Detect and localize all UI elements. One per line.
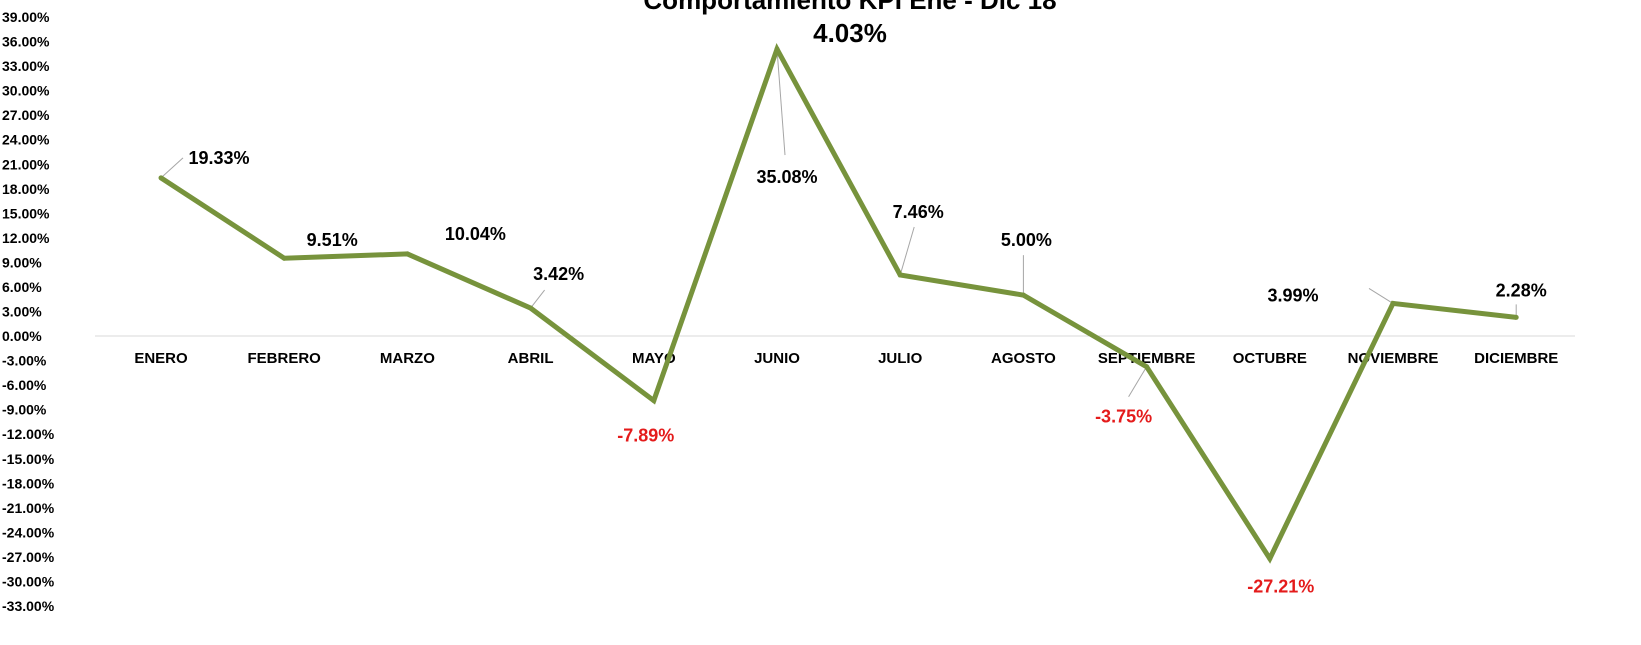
data-point <box>158 175 164 181</box>
data-label: -3.75% <box>1095 407 1152 427</box>
leader-line <box>899 226 915 276</box>
y-axis: 39.00% 36.00% 33.00% 30.00% 27.00% 24.00% 21.0… <box>2 9 55 614</box>
leader-lines <box>160 49 1517 397</box>
leader-line <box>1368 287 1394 304</box>
y-tick-label: -33.00% <box>2 598 55 614</box>
x-tick-label: MARZO <box>380 350 435 367</box>
data-label: 7.46% <box>893 202 944 222</box>
data-labels: 19.33% 9.51% 10.04% 3.42% -7.89% 35.08% 7.46% 5… <box>158 46 1547 597</box>
y-tick-label: 12.00% <box>2 230 50 246</box>
y-tick-label: 30.00% <box>2 83 50 99</box>
y-tick-label: -9.00% <box>2 402 47 418</box>
data-label: 2.28% <box>1496 280 1547 300</box>
y-tick-label: 33.00% <box>2 58 50 74</box>
y-tick-label: -3.00% <box>2 353 47 369</box>
data-label: -27.21% <box>1247 577 1314 597</box>
data-point <box>774 46 780 52</box>
series-line <box>159 42 1517 564</box>
y-tick-label: -15.00% <box>2 451 55 467</box>
data-label: 3.42% <box>533 264 584 284</box>
x-tick-label: JUNIO <box>754 350 800 367</box>
data-point <box>897 272 903 278</box>
data-point <box>1144 364 1150 370</box>
data-point <box>1020 292 1026 298</box>
chart-title: Comportamiento KPI Ene - Dic 18 <box>643 0 1056 15</box>
y-tick-label: 36.00% <box>2 34 50 50</box>
y-tick-label: 18.00% <box>2 181 50 197</box>
data-label: -7.89% <box>617 426 674 446</box>
data-point <box>1390 300 1396 306</box>
data-point <box>1267 556 1273 562</box>
y-tick-label: 9.00% <box>2 254 42 270</box>
y-tick-label: 39.00% <box>2 9 50 25</box>
leader-line <box>1128 366 1148 397</box>
x-tick-label: AGOSTO <box>991 350 1056 367</box>
y-tick-label: 6.00% <box>2 279 42 295</box>
y-tick-label: -18.00% <box>2 475 55 491</box>
y-tick-label: -6.00% <box>2 377 47 393</box>
y-tick-label: 21.00% <box>2 156 50 172</box>
x-tick-label: JULIO <box>878 350 923 367</box>
x-axis: ENERO FEBRERO MARZO ABRIL MAYO JUNIO JULIO AGOS… <box>134 350 1558 367</box>
x-tick-label: ENERO <box>134 350 188 367</box>
y-tick-label: 3.00% <box>2 304 42 320</box>
leader-line <box>160 157 184 179</box>
data-point <box>281 255 287 261</box>
y-tick-label: -27.00% <box>2 549 55 565</box>
y-tick-label: -12.00% <box>2 426 55 442</box>
data-label: 35.08% <box>756 167 817 187</box>
data-label: 10.04% <box>445 224 506 244</box>
x-tick-label: FEBRERO <box>248 350 322 367</box>
chart-subtitle: 4.03% <box>813 18 887 48</box>
data-point <box>1513 314 1519 320</box>
y-tick-label: -30.00% <box>2 573 55 589</box>
leader-line <box>776 49 786 156</box>
data-point <box>528 305 534 311</box>
y-tick-label: 15.00% <box>2 205 50 221</box>
data-label: 5.00% <box>1001 230 1052 250</box>
y-tick-label: 0.00% <box>2 328 42 344</box>
data-point <box>404 251 410 257</box>
data-label: 3.99% <box>1267 285 1318 305</box>
y-tick-label: -24.00% <box>2 524 55 540</box>
y-tick-label: -21.00% <box>2 500 55 516</box>
x-tick-label: ABRIL <box>508 350 554 367</box>
data-label: 9.51% <box>307 230 358 250</box>
y-tick-label: 27.00% <box>2 107 50 123</box>
y-tick-label: 24.00% <box>2 132 50 148</box>
x-tick-label: DICIEMBRE <box>1474 350 1558 367</box>
data-label: 19.33% <box>188 148 249 168</box>
leader-line <box>530 289 545 309</box>
x-tick-label: OCTUBRE <box>1233 350 1307 367</box>
data-point <box>651 398 657 404</box>
